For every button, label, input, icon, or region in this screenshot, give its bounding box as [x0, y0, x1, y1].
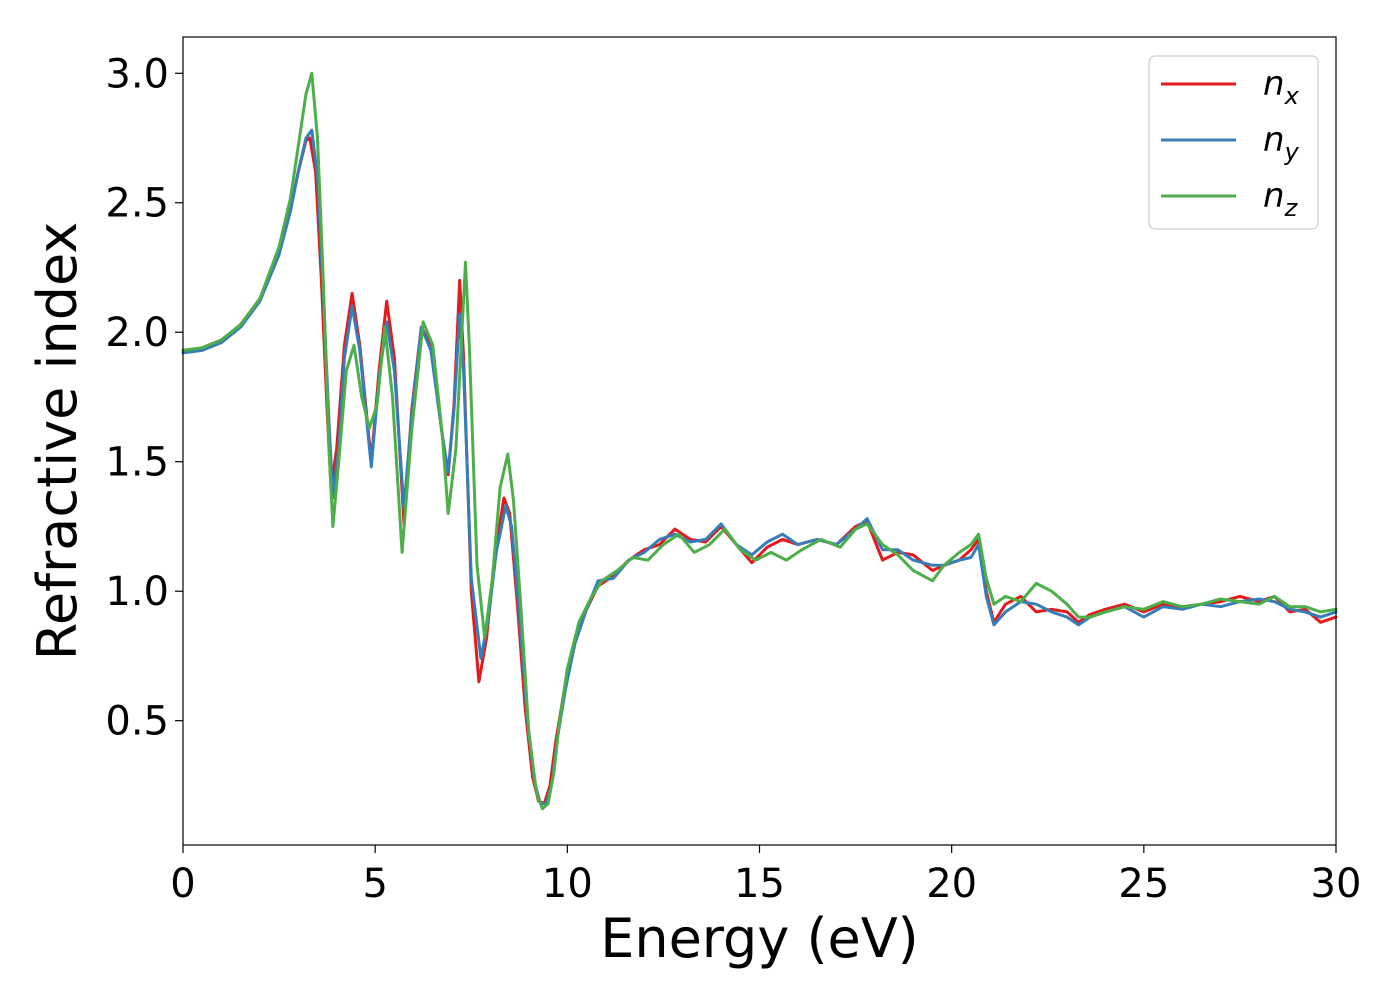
legend-label-z: nz — [1263, 176, 1299, 222]
x-tick-label: 30 — [1311, 861, 1362, 907]
y-tick-label: 0.5 — [105, 699, 169, 745]
y-tick-label: 2.0 — [105, 310, 169, 356]
y-axis: 0.5 1.0 1.5 2.0 2.5 3.0 — [105, 51, 183, 745]
series-layer — [181, 71, 1338, 811]
legend-label-subscript: z — [1284, 194, 1299, 222]
series-line-z — [181, 71, 1338, 811]
legend-label-subscript: x — [1284, 82, 1300, 110]
x-tick-label: 25 — [1118, 861, 1169, 907]
x-tick-label: 10 — [542, 861, 593, 907]
x-tick-label: 15 — [734, 861, 785, 907]
legend-label-y: ny — [1263, 120, 1300, 166]
legend-label-x: nx — [1263, 64, 1300, 110]
legend-label-base: n — [1263, 64, 1285, 104]
y-tick-label: 1.5 — [105, 440, 169, 486]
y-axis-title: Refractive index — [26, 222, 89, 661]
x-axis: 0 5 10 15 20 25 30 — [170, 845, 1361, 907]
legend-label-subscript: y — [1284, 138, 1300, 166]
y-tick-label: 2.5 — [105, 181, 169, 227]
legend-label-base: n — [1263, 176, 1285, 216]
x-tick-label: 0 — [170, 861, 195, 907]
x-tick-label: 5 — [362, 861, 387, 907]
legend-label-base: n — [1263, 120, 1285, 160]
x-axis-title: Energy (eV) — [600, 907, 919, 970]
y-tick-label: 1.0 — [105, 569, 169, 615]
x-tick-label: 20 — [926, 861, 977, 907]
y-tick-label: 3.0 — [105, 51, 169, 97]
legend-box — [1148, 55, 1319, 230]
